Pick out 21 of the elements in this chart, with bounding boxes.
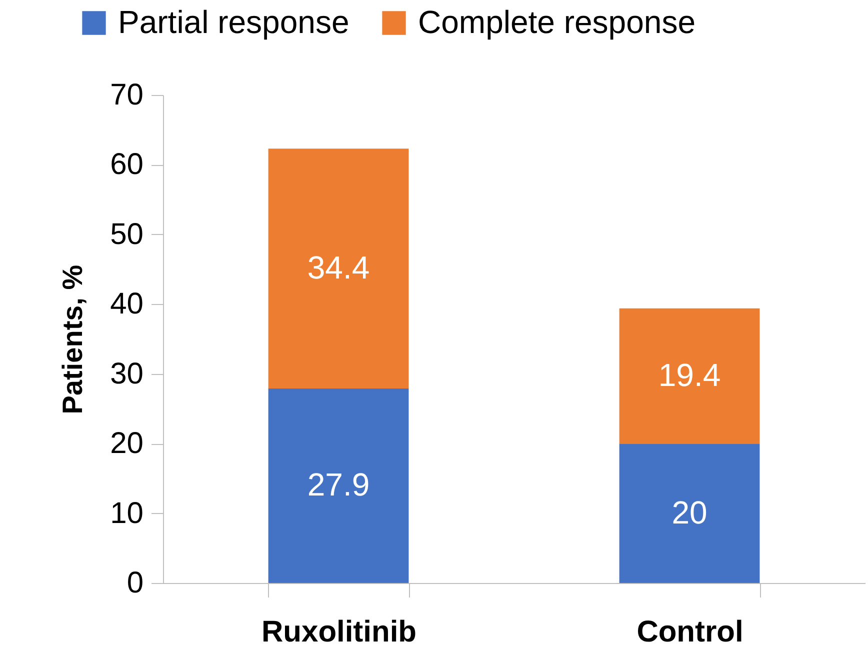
- x-tick-label: Control: [636, 616, 744, 648]
- legend-label: Partial response: [118, 4, 350, 40]
- data-label: 19.4: [658, 356, 721, 393]
- y-axis-title: Patients, %: [57, 264, 88, 414]
- bar: [619, 308, 760, 444]
- y-tick-label: 60: [110, 148, 144, 182]
- bar: [619, 444, 760, 583]
- x-tick-label: Ruxolitinib: [262, 616, 416, 648]
- y-tick-label: 20: [110, 427, 144, 460]
- y-tick-label: 50: [110, 218, 144, 251]
- y-tick-label: 30: [110, 357, 144, 390]
- bar: [268, 388, 409, 583]
- y-tick-label: 70: [110, 78, 144, 112]
- bar: [268, 148, 409, 388]
- data-label: 34.4: [307, 250, 370, 286]
- legend-label: Complete response: [418, 4, 696, 40]
- y-tick-label: 0: [126, 566, 144, 600]
- y-tick-label: 40: [110, 288, 144, 321]
- data-label: 20: [672, 494, 708, 530]
- data-label: 27.9: [307, 466, 370, 503]
- y-tick-label: 10: [110, 496, 144, 530]
